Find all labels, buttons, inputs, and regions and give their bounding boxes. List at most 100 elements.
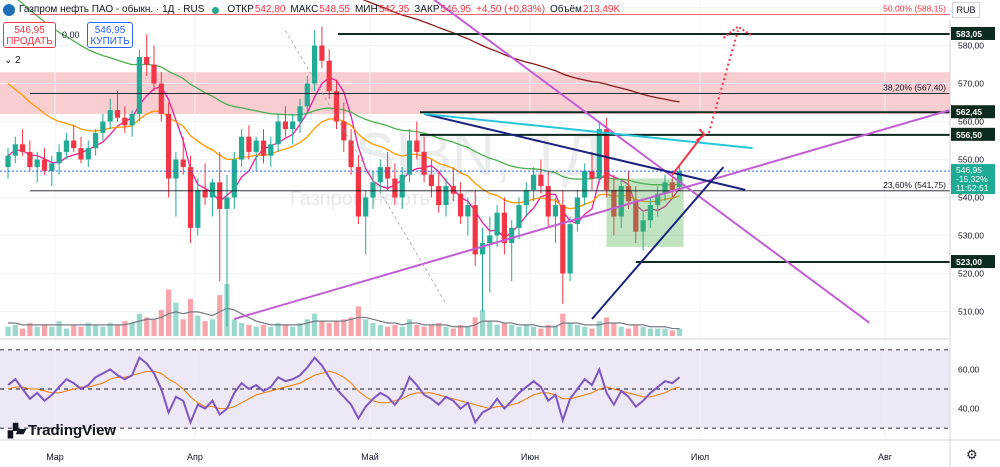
price-tick-label: 580,00 [958, 41, 984, 51]
candle-body [268, 144, 274, 156]
volume-bar [129, 323, 135, 336]
navy-trendline-top [423, 112, 746, 191]
candle [71, 125, 77, 152]
tradingview-icon: ▞▰ [8, 422, 26, 438]
candle [414, 121, 420, 160]
volume-bar [217, 295, 223, 336]
volume-bar [589, 328, 595, 336]
candle [297, 98, 303, 133]
fib-label: 23,60% (541,75) [883, 180, 946, 190]
ma-long-line [362, 0, 680, 103]
sell-button[interactable]: 546,95 ПРОДАТЬ [3, 22, 56, 48]
volume-bar [677, 328, 683, 336]
volume-bar [195, 315, 201, 336]
volume-bar [472, 317, 478, 336]
volume-bar [647, 328, 653, 336]
candle [158, 72, 164, 122]
consolidation-box [606, 178, 684, 247]
gear-icon[interactable]: ⚙ [966, 447, 978, 462]
candle [275, 113, 281, 152]
candle-body [173, 159, 179, 179]
fib-label: 50,00% (588,15) [883, 4, 946, 14]
candle [531, 167, 537, 202]
candle [312, 30, 318, 92]
candle [450, 167, 456, 202]
candle-body [312, 45, 318, 84]
candle [640, 212, 646, 251]
volume-bar [414, 324, 420, 336]
currency-button[interactable]: RUB [952, 2, 980, 18]
candle [202, 163, 208, 206]
projection-arrowhead [695, 128, 706, 142]
volume-bar [516, 326, 522, 336]
candle [260, 129, 267, 164]
candle [574, 189, 580, 232]
candle-body [85, 148, 91, 160]
volume-bar [333, 321, 340, 336]
volume-bar [231, 319, 237, 336]
candle-body [341, 121, 347, 141]
volume-bar [399, 326, 405, 336]
volume-bar [78, 326, 84, 336]
volume-bar [428, 324, 434, 336]
candle [355, 155, 361, 225]
candle [443, 178, 449, 217]
volume-bar [71, 324, 77, 336]
tradingview-logo[interactable]: ▞▰ TradingView [8, 422, 116, 439]
fib-label: 38,20% (567,40) [883, 82, 946, 92]
symbol-title[interactable]: Газпром нефть ПАО - обыкн. · 1Д · RUS [19, 4, 205, 15]
candle [239, 129, 245, 168]
time-tick-label: Июл [691, 452, 709, 462]
volume-bar [436, 323, 442, 336]
candle [458, 182, 464, 225]
candle [494, 205, 500, 247]
candle-body [647, 205, 653, 221]
candle [633, 186, 639, 244]
candle [129, 110, 135, 137]
candle-body [560, 205, 566, 274]
candle-body [363, 197, 369, 217]
volume-bar [41, 324, 48, 336]
sell-price: 546,95 [14, 25, 45, 36]
volume-bar [611, 323, 617, 336]
candle [618, 178, 624, 228]
volume-bar [479, 310, 486, 336]
volume-bar [166, 289, 172, 336]
candle [209, 178, 215, 217]
volume-bar [509, 324, 515, 336]
candle [85, 140, 91, 168]
candle [63, 132, 69, 160]
brand-name: TradingView [28, 422, 117, 439]
volume-label: Объём [550, 4, 582, 15]
volume-bar [122, 321, 128, 336]
candle [370, 170, 376, 209]
price-axis [950, 0, 1000, 467]
volume-bar [12, 324, 18, 336]
volume-bar [275, 323, 281, 336]
candle-body [523, 189, 529, 206]
indicators-toggle[interactable]: ⌄ 2 [4, 55, 21, 66]
candle-body [538, 174, 544, 187]
volume-bar [34, 326, 40, 336]
candle [582, 163, 588, 206]
candle-body [136, 56, 142, 114]
volume-bar [144, 317, 150, 336]
descending-trendline [432, 0, 870, 324]
volume-bar [392, 324, 398, 336]
candle-body [187, 167, 194, 228]
buy-button[interactable]: 546,95 КУПИТЬ [87, 22, 133, 48]
candle [187, 155, 194, 244]
close-label: ЗАКР [414, 4, 440, 15]
volume-value: 213,49K [582, 4, 621, 15]
volume-bar [567, 323, 573, 336]
volume-bar [458, 324, 464, 336]
candle-body [465, 205, 471, 217]
candle-body [297, 106, 303, 122]
candle-body [122, 117, 128, 126]
volume-bar [63, 328, 69, 336]
candle-body [114, 110, 121, 118]
gray-dashed-trendline [285, 30, 447, 305]
volume-bar [297, 323, 303, 336]
volume-bar [450, 328, 456, 336]
